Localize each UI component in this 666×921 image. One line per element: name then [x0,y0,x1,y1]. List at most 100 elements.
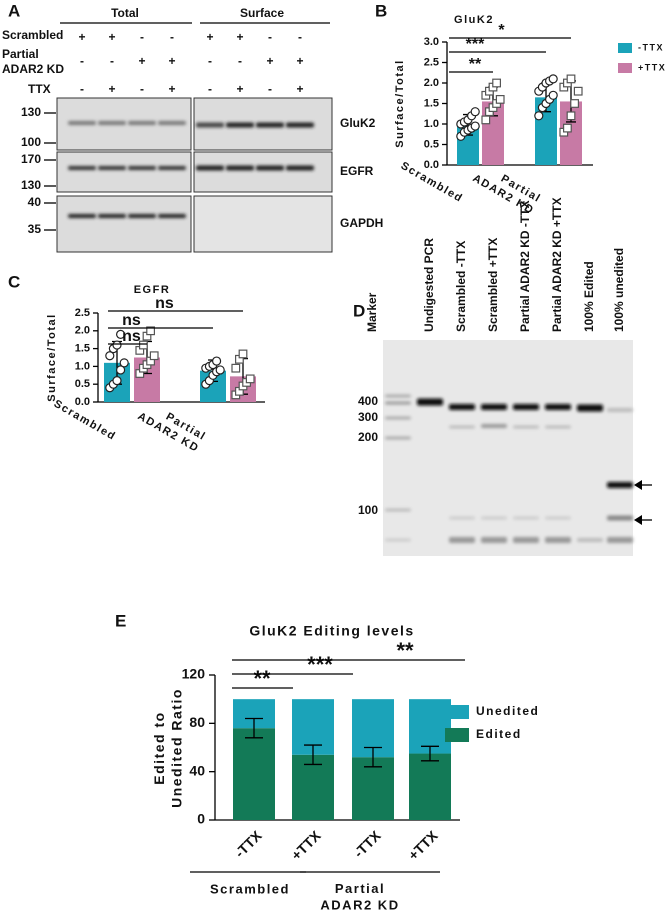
y-tick-label: 2.0 [75,325,90,337]
data-point [215,365,225,375]
chart-title: EGFR [134,284,171,296]
panel-letter: D [353,301,365,320]
gel-band [607,408,633,412]
data-point [112,376,122,386]
condition-sign: - [268,30,272,44]
blot-header: Total [111,6,139,20]
data-point [534,111,544,121]
blot-band [158,166,186,170]
significance-label: ns [155,295,174,312]
data-point [238,349,248,359]
blot-band [256,165,284,171]
arrow-head [634,515,642,525]
condition-sign: + [296,82,303,96]
legend-label: -TTX [638,42,664,52]
blot-band [286,165,314,171]
error-bar [421,745,439,762]
data-point [573,86,583,96]
data-point [105,351,115,361]
y-axis-label: Surface/Total [394,59,406,147]
gel-band [417,398,443,406]
gel-band [577,538,603,542]
gel-band [607,537,633,543]
gel-band [607,482,633,488]
gel-band [481,537,507,543]
size-label: 400 [358,394,378,408]
data-point [149,351,159,361]
condition-sign: - [208,54,212,68]
gel-band [385,538,411,542]
data-point [231,363,241,373]
y-tick-label: 40 [189,762,205,778]
gel-band [513,425,539,429]
blot-panel [193,195,333,253]
y-tick-label: 2.5 [424,56,439,68]
significance-label: *** [307,652,333,677]
gel-band [513,516,539,520]
data-point [115,365,126,375]
data-point [139,340,148,350]
data-point [562,123,572,133]
condition-sign: + [168,54,175,68]
blot-band [128,214,156,218]
y-tick-label: 3.0 [424,36,439,48]
condition-sign: + [78,30,85,44]
gel-band [481,516,507,520]
y-tick-label: 1.5 [75,343,90,355]
gel-band [545,537,571,543]
y-tick-label: 80 [189,714,205,730]
data-point [245,374,255,384]
blot-band [196,122,224,128]
data-point [112,340,122,350]
condition-sign: - [298,30,302,44]
marker-label: 130 [21,178,41,192]
lane-label: Marker [365,292,379,332]
significance-label: *** [466,36,485,53]
gel-band [385,401,411,405]
bar-segment [292,754,334,820]
condition-sign: + [108,82,115,96]
marker-label: 35 [28,222,42,236]
condition-sign: - [208,82,212,96]
legend-label: Unedited [476,704,539,718]
condition-sign: + [236,30,243,44]
y-tick-label: 1.0 [75,360,90,372]
blot-band [98,121,126,125]
group-label: Partial ADAR2 KD [320,881,399,912]
legend-swatch [618,63,632,73]
y-tick-label: 2.0 [424,77,439,89]
blot-band [256,122,284,128]
gel-band [449,516,475,520]
condition-sign: + [138,54,145,68]
bar-segment [352,757,394,820]
lane-label: Scrambled -TTX [454,241,468,332]
condition-sign: - [170,30,174,44]
data-point [212,356,222,366]
condition-sign: + [168,82,175,96]
gel-band [449,425,475,429]
y-tick-label: 1.0 [424,118,439,130]
data-point [548,74,558,84]
y-tick-label: 0 [197,811,205,827]
gel-band [545,425,571,429]
blot-panel [56,195,192,253]
blot-band [158,214,186,218]
condition-sign: - [80,54,84,68]
significance-label: * [498,22,505,39]
blot-band [98,166,126,170]
data-point [481,115,491,125]
error-bar [364,746,382,768]
condition-sign: - [140,82,144,96]
data-point [566,111,576,121]
gel-band [513,404,539,410]
y-tick-label: 1.5 [424,97,439,109]
blot-band [98,214,126,218]
lane-label: Partial ADAR2 KD +TTX [550,197,564,332]
blot-panel [193,151,333,193]
panel-letter: B [375,1,387,20]
gel-band [577,404,603,412]
blot-band [68,166,96,170]
data-point [495,94,505,104]
panel-letter: C [8,272,20,291]
marker-label: 130 [21,105,41,119]
